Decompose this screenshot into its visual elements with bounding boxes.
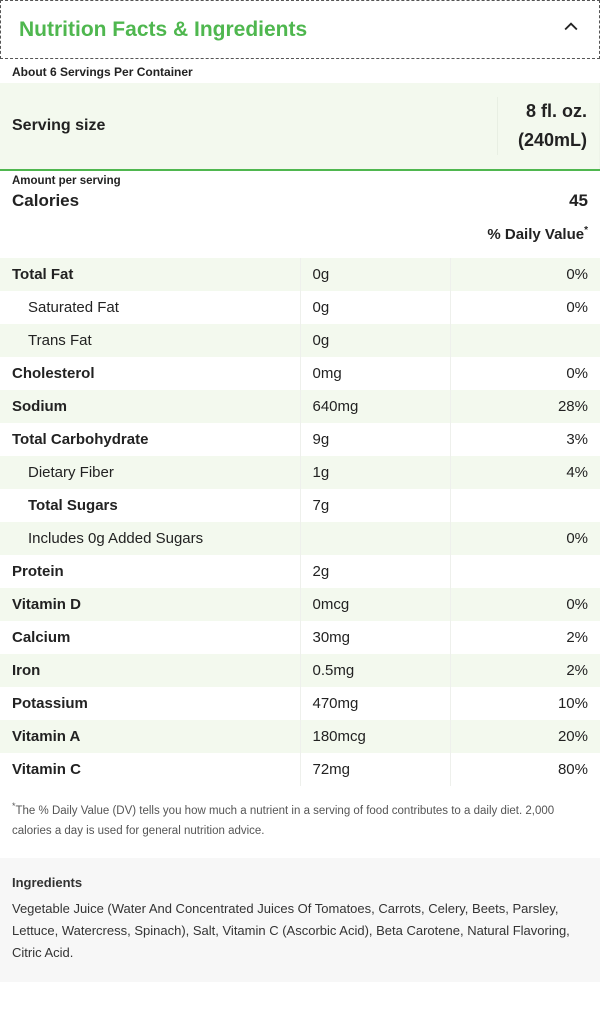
nutrient-amount: 0mg — [300, 357, 450, 390]
nutrient-dv: 0% — [450, 588, 600, 621]
nutrient-amount: 9g — [300, 423, 450, 456]
nutrient-name: Total Fat — [0, 258, 300, 291]
nutrient-name: Trans Fat — [0, 324, 300, 357]
nutrient-name: Potassium — [0, 687, 300, 720]
nutrient-amount: 640mg — [300, 390, 450, 423]
nutrient-dv — [450, 555, 600, 588]
nutrient-dv: 0% — [450, 522, 600, 555]
daily-value-header: % Daily Value* — [0, 217, 600, 258]
table-row: Total Carbohydrate9g3% — [0, 423, 600, 456]
nutrient-name: Cholesterol — [0, 357, 300, 390]
table-row: Includes 0g Added Sugars 0% — [0, 522, 600, 555]
nutrient-name: Total Carbohydrate — [0, 423, 300, 456]
ingredients-text: Vegetable Juice (Water And Concentrated … — [12, 898, 588, 964]
nutrient-amount: 30mg — [300, 621, 450, 654]
nutrient-dv: 2% — [450, 621, 600, 654]
nutrient-amount: 0g — [300, 324, 450, 357]
nutrient-dv: 20% — [450, 720, 600, 753]
nutrient-name: Vitamin A — [0, 720, 300, 753]
nutrient-dv — [450, 489, 600, 522]
nutrient-amount: 2g — [300, 555, 450, 588]
nutrient-dv: 3% — [450, 423, 600, 456]
ingredients-section: Ingredients Vegetable Juice (Water And C… — [0, 858, 600, 982]
nutrient-dv: 0% — [450, 291, 600, 324]
nutrient-name: Saturated Fat — [0, 291, 300, 324]
nutrient-name: Vitamin C — [0, 753, 300, 786]
calories-label: Calories — [12, 191, 79, 211]
nutrient-name: Total Sugars — [0, 489, 300, 522]
nutrient-dv: 28% — [450, 390, 600, 423]
nutrient-name: Includes 0g Added Sugars — [0, 522, 300, 555]
table-row: Potassium470mg10% — [0, 687, 600, 720]
nutrient-name: Iron — [0, 654, 300, 687]
table-row: Vitamin A180mcg20% — [0, 720, 600, 753]
nutrient-dv: 80% — [450, 753, 600, 786]
serving-size-amount: 8 fl. oz. (240mL) — [497, 97, 587, 155]
chevron-up-icon — [561, 17, 581, 42]
nutrient-name: Protein — [0, 555, 300, 588]
section-title: Nutrition Facts & Ingredients — [19, 18, 307, 42]
amount-per-serving-label: Amount per serving — [0, 171, 600, 189]
serving-size-row: Serving size 8 fl. oz. (240mL) — [0, 83, 600, 169]
nutrient-amount: 0.5mg — [300, 654, 450, 687]
table-row: Vitamin C72mg80% — [0, 753, 600, 786]
servings-per-container: About 6 Servings Per Container — [0, 59, 600, 83]
nutrient-dv: 10% — [450, 687, 600, 720]
table-row: Saturated Fat0g0% — [0, 291, 600, 324]
nutrition-table: Total Fat0g0%Saturated Fat0g0%Trans Fat0… — [0, 258, 600, 786]
table-row: Vitamin D0mcg0% — [0, 588, 600, 621]
nutrient-name: Vitamin D — [0, 588, 300, 621]
nutrient-amount: 470mg — [300, 687, 450, 720]
table-row: Sodium640mg28% — [0, 390, 600, 423]
ingredients-title: Ingredients — [12, 872, 588, 894]
table-row: Total Sugars7g — [0, 489, 600, 522]
nutrient-amount: 1g — [300, 456, 450, 489]
nutrient-amount: 7g — [300, 489, 450, 522]
nutrient-amount: 0g — [300, 258, 450, 291]
nutrient-name: Calcium — [0, 621, 300, 654]
nutrient-name: Dietary Fiber — [0, 456, 300, 489]
daily-value-footnote: *The % Daily Value (DV) tells you how mu… — [0, 786, 600, 858]
nutrient-dv: 4% — [450, 456, 600, 489]
nutrient-amount: 0mcg — [300, 588, 450, 621]
calories-value: 45 — [569, 191, 588, 211]
accordion-header[interactable]: Nutrition Facts & Ingredients — [0, 0, 600, 59]
calories-row: Calories 45 — [0, 189, 600, 217]
nutrient-dv: 0% — [450, 258, 600, 291]
table-row: Dietary Fiber1g4% — [0, 456, 600, 489]
nutrient-dv: 0% — [450, 357, 600, 390]
table-row: Trans Fat0g — [0, 324, 600, 357]
table-row: Total Fat0g0% — [0, 258, 600, 291]
nutrient-amount: 0g — [300, 291, 450, 324]
table-row: Iron0.5mg2% — [0, 654, 600, 687]
serving-size-label: Serving size — [12, 117, 105, 135]
table-row: Protein2g — [0, 555, 600, 588]
nutrient-amount: 180mcg — [300, 720, 450, 753]
nutrient-amount — [300, 522, 450, 555]
nutrient-amount: 72mg — [300, 753, 450, 786]
table-row: Cholesterol0mg0% — [0, 357, 600, 390]
table-row: Calcium30mg2% — [0, 621, 600, 654]
nutrient-name: Sodium — [0, 390, 300, 423]
nutrient-dv: 2% — [450, 654, 600, 687]
nutrient-dv — [450, 324, 600, 357]
